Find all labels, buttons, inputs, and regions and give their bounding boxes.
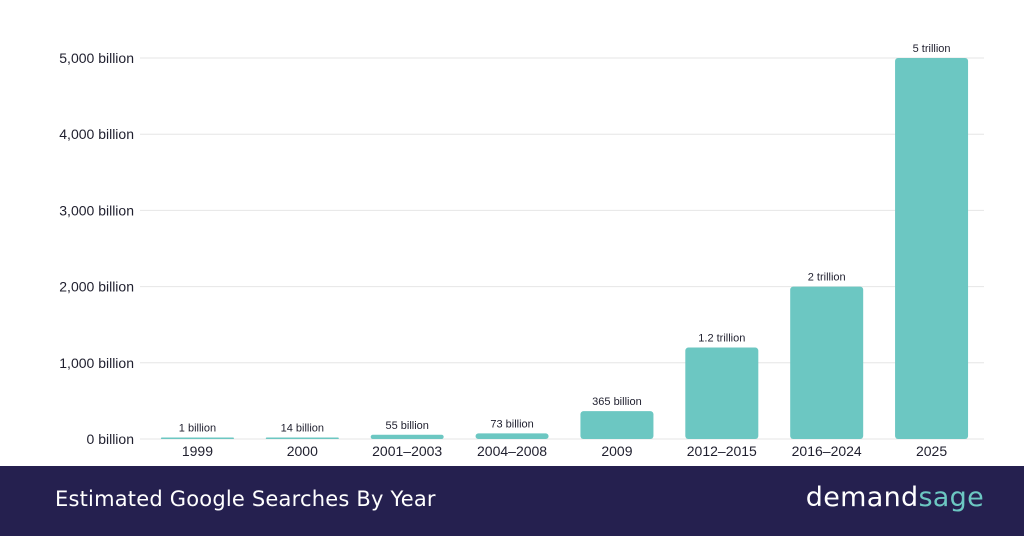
x-category-label: 2004–2008 xyxy=(477,443,547,459)
bar xyxy=(370,434,444,439)
bar xyxy=(475,433,549,439)
bar-chart: 0 billion 1,000 billion 2,000 billion 3,000… xyxy=(59,43,984,459)
y-tick-label: 1,000 billion xyxy=(59,355,134,371)
data-label: 14 billion xyxy=(281,423,324,435)
y-axis-tick-labels: 0 billion 1,000 billion 2,000 billion 3,000… xyxy=(59,50,134,447)
data-label: 55 billion xyxy=(385,420,428,432)
x-axis-category-labels: 1999 2000 2001–2003 2004–2008 2009 2012–2015 2… xyxy=(182,443,947,459)
x-category-label: 2001–2003 xyxy=(372,443,442,459)
data-labels: 1 billion 14 billion 55 billion 73 billion 3… xyxy=(179,43,951,435)
x-category-label: 2016–2024 xyxy=(792,443,862,459)
brand-logo: demandsage xyxy=(806,482,984,513)
y-tick-label: 2,000 billion xyxy=(59,279,134,295)
x-category-label: 2025 xyxy=(916,443,947,459)
data-label: 1.2 trillion xyxy=(698,333,745,345)
bar xyxy=(580,411,654,439)
y-tick-label: 0 billion xyxy=(87,431,134,447)
data-label: 365 billion xyxy=(592,396,642,408)
chart-title: Estimated Google Searches By Year xyxy=(55,487,436,511)
brand-logo-part-2: sage xyxy=(918,482,984,513)
data-label: 2 trillion xyxy=(808,272,846,284)
y-tick-label: 5,000 billion xyxy=(59,50,134,66)
y-tick-label: 4,000 billion xyxy=(59,126,134,142)
x-category-label: 2012–2015 xyxy=(687,443,757,459)
x-category-label: 2009 xyxy=(601,443,632,459)
brand-logo-part-1: demand xyxy=(805,482,919,513)
bars xyxy=(160,58,969,439)
chart-area: 0 billion 1,000 billion 2,000 billion 3,000… xyxy=(59,43,984,459)
bar xyxy=(265,437,339,439)
bar xyxy=(790,286,864,439)
bar xyxy=(895,58,969,439)
bar xyxy=(685,347,759,439)
data-label: 73 billion xyxy=(490,418,533,430)
y-tick-label: 3,000 billion xyxy=(59,202,134,218)
data-label: 5 trillion xyxy=(913,43,951,55)
x-category-label: 1999 xyxy=(182,443,213,459)
bar xyxy=(160,437,234,439)
footer-banner: Estimated Google Searches By Year demand… xyxy=(0,466,1024,536)
data-label: 1 billion xyxy=(179,423,216,435)
x-category-label: 2000 xyxy=(287,443,318,459)
